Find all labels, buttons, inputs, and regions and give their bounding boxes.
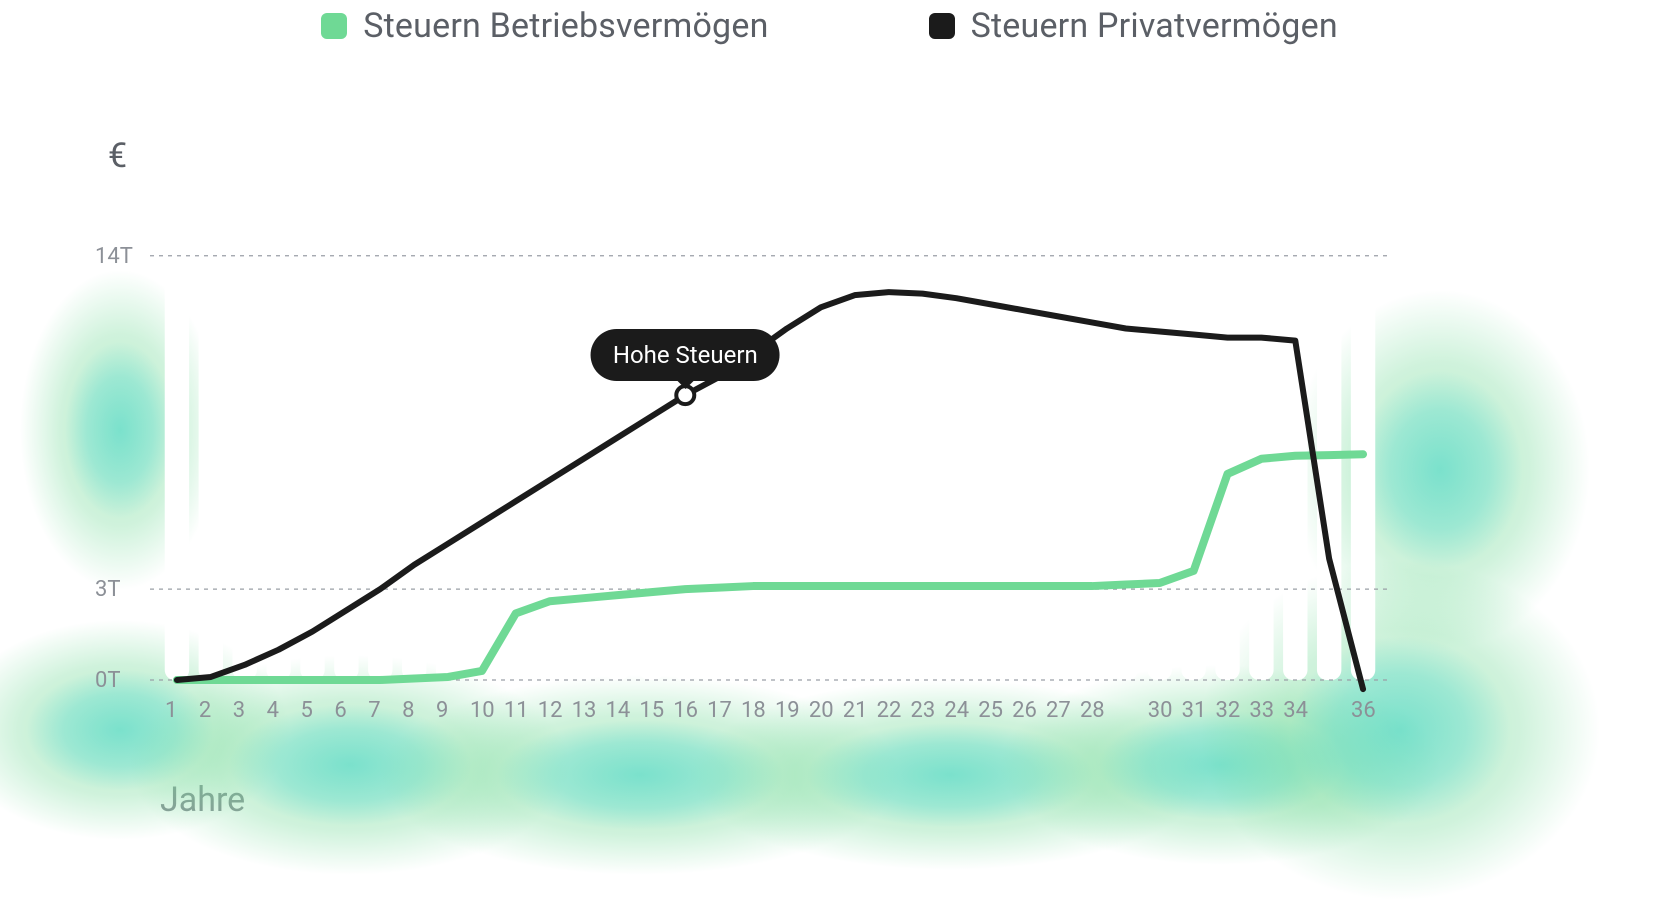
x-tick-label: 9: [436, 698, 448, 723]
x-tick-label: 2: [199, 698, 211, 723]
x-tick-label: 8: [402, 698, 414, 723]
x-tick-label: 36: [1351, 698, 1376, 723]
x-tick-label: 25: [978, 698, 1003, 723]
x-tick-label: 27: [1046, 698, 1071, 723]
x-tick-label: 33: [1249, 698, 1274, 723]
x-tick-label: 12: [538, 698, 563, 723]
x-tick-label: 30: [1148, 698, 1173, 723]
tooltip-hohe-steuern: Hohe Steuern: [591, 329, 780, 381]
x-tick-label: 32: [1216, 698, 1241, 723]
x-tick-label: 22: [877, 698, 902, 723]
x-tick-label: 24: [944, 698, 969, 723]
chart-container: Steuern Betriebsvermögen Steuern Privatv…: [0, 0, 1659, 903]
x-tick-label: 16: [673, 698, 698, 723]
x-tick-label: 34: [1283, 698, 1308, 723]
x-tick-label: 1: [165, 698, 177, 723]
x-tick-label: 28: [1080, 698, 1105, 723]
x-tick-label: 6: [334, 698, 346, 723]
x-tick-label: 4: [267, 698, 279, 723]
x-tick-label: 5: [301, 698, 313, 723]
x-tick-label: 18: [741, 698, 766, 723]
x-tick-label: 3: [233, 698, 245, 723]
y-tick-label: 14T: [95, 244, 133, 269]
x-tick-label: 21: [843, 698, 868, 723]
tooltip-text: Hohe Steuern: [613, 341, 758, 369]
x-tick-label: 20: [809, 698, 834, 723]
x-tick-label: 15: [639, 698, 664, 723]
x-tick-label: 14: [606, 698, 631, 723]
chart-svg: [0, 0, 1659, 903]
x-tick-label: 13: [572, 698, 597, 723]
y-tick-label: 0T: [95, 668, 121, 693]
x-tick-label: 11: [504, 698, 529, 723]
x-tick-label: 31: [1182, 698, 1207, 723]
y-tick-label: 3T: [95, 577, 121, 602]
x-tick-label: 19: [775, 698, 800, 723]
x-tick-label: 23: [911, 698, 936, 723]
x-tick-label: 10: [470, 698, 495, 723]
x-tick-label: 7: [368, 698, 380, 723]
x-tick-label: 17: [707, 698, 732, 723]
x-tick-label: 26: [1012, 698, 1037, 723]
